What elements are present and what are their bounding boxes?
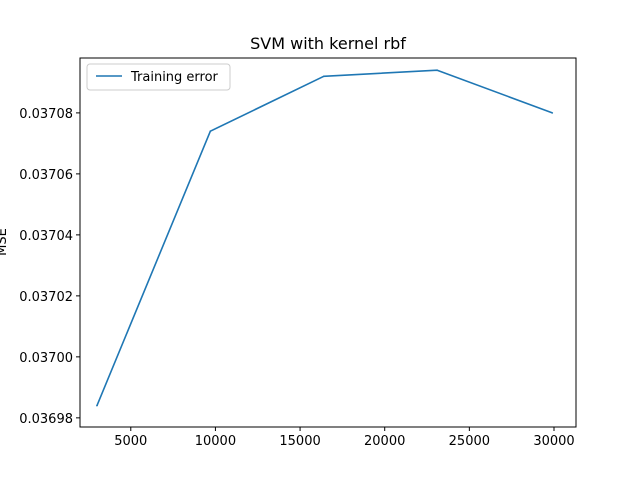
y-tick-label: 0.03700 [19, 351, 73, 366]
y-axis-label: MSE [0, 228, 10, 256]
y-tick-label: 0.03698 [19, 412, 73, 427]
axes-frame [79, 57, 577, 428]
data-point [322, 75, 325, 78]
data-point [551, 112, 554, 114]
legend-box [86, 63, 231, 91]
x-tick-label: 20000 [364, 434, 405, 449]
y-axis: 0.03698 0.03700 0.03702 0.03704 0.03706 0.037… [19, 107, 80, 427]
series-layer [96, 69, 554, 407]
chart-title: SVM with kernel rbf [250, 34, 406, 53]
legend-label: Training error [130, 70, 219, 85]
y-tick-label: 0.03706 [19, 168, 73, 183]
x-tick-label: 15000 [279, 434, 320, 449]
x-tick-label: 5000 [114, 434, 147, 449]
y-tick-label: 0.03704 [19, 229, 73, 244]
y-tick-label: 0.03702 [19, 290, 73, 305]
x-axis: 5000 10000 15000 20000 25000 30000 [114, 427, 575, 449]
y-tick-label: 0.03708 [19, 107, 73, 122]
data-point [436, 69, 438, 71]
x-tick-label: 25000 [449, 434, 490, 449]
plot-area [79, 57, 577, 428]
data-point [209, 130, 212, 132]
x-tick-label: 30000 [533, 434, 574, 449]
legend: Training error [86, 63, 231, 91]
x-tick-label: 10000 [195, 434, 236, 449]
data-point [96, 404, 98, 407]
